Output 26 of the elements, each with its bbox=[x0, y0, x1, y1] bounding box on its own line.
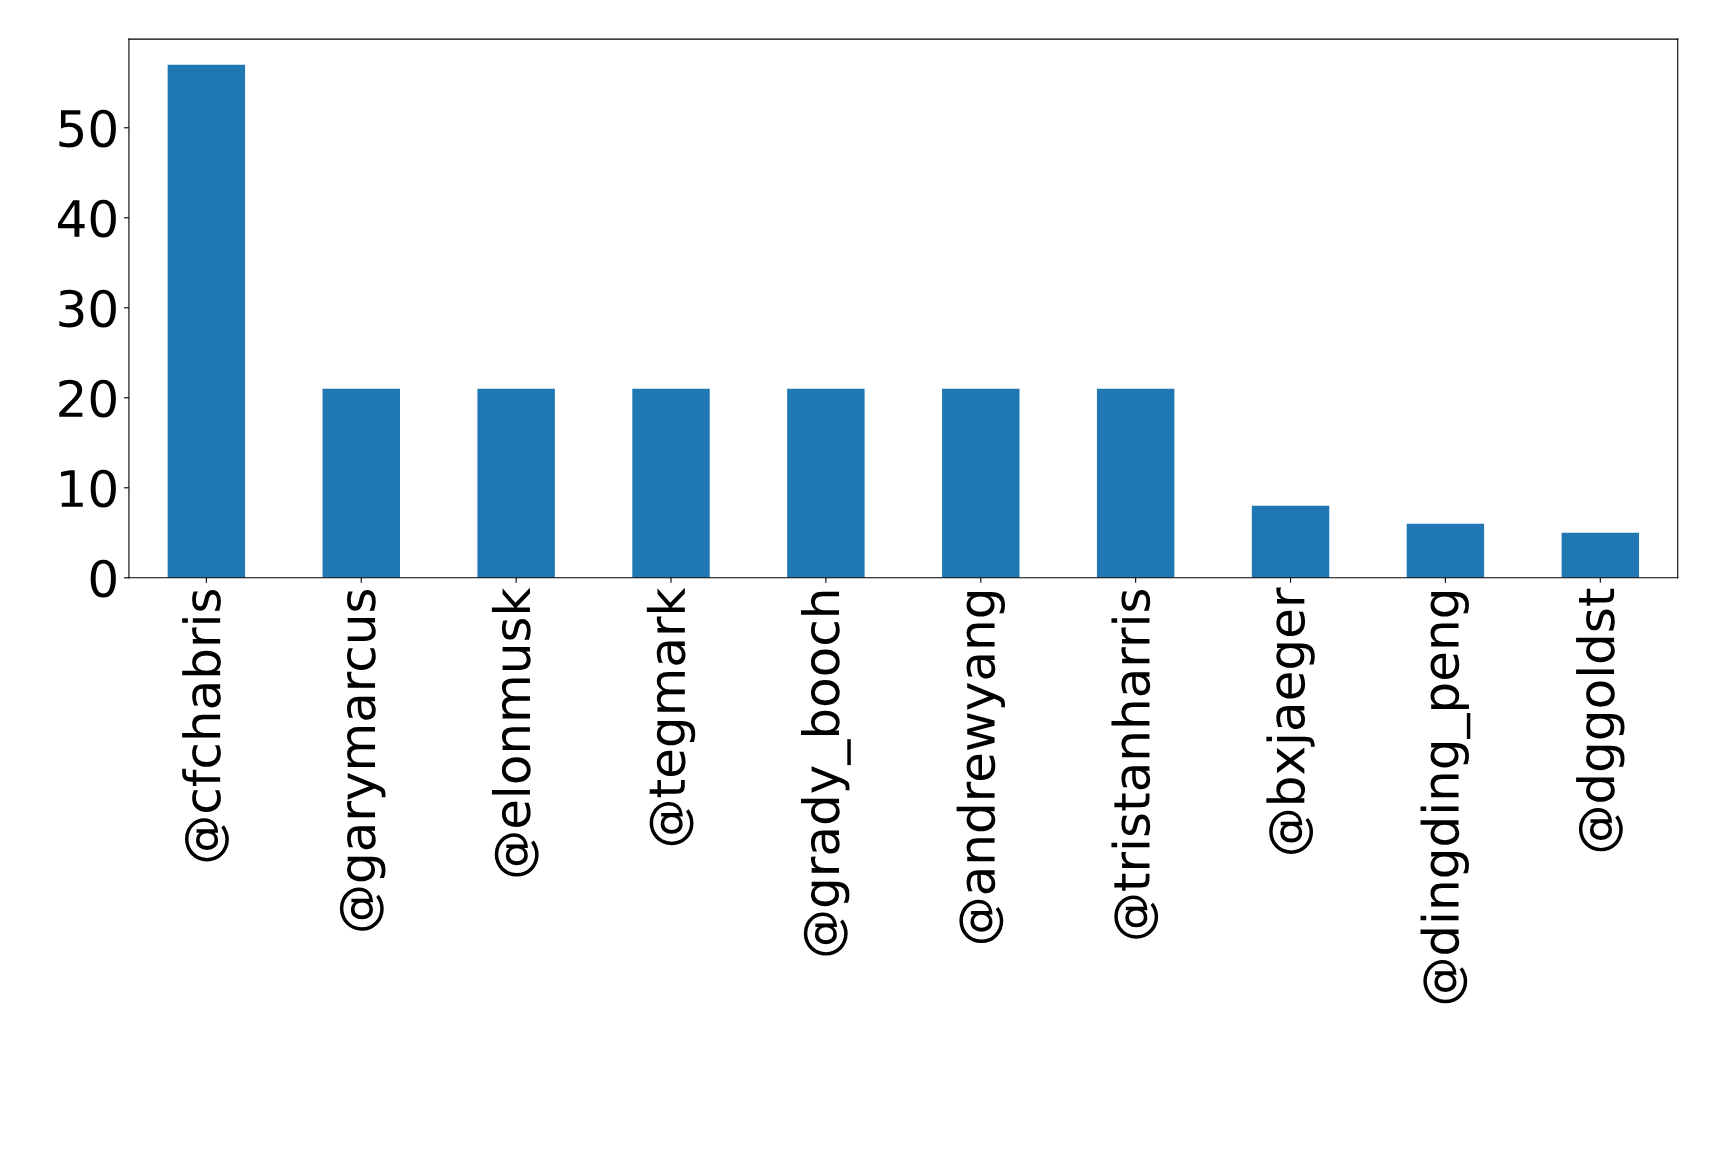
y-tick-label: 20 bbox=[59, 379, 116, 418]
x-tick-label: @grady_booch bbox=[801, 591, 851, 956]
y-tick-label: 50 bbox=[59, 109, 116, 148]
y-tick-label: 30 bbox=[59, 289, 116, 328]
bar bbox=[477, 388, 555, 578]
bar bbox=[1561, 532, 1640, 578]
x-tick-label: @elonmusk bbox=[491, 587, 539, 877]
bar bbox=[1406, 523, 1485, 578]
y-tick-label: 40 bbox=[58, 199, 116, 238]
bar bbox=[942, 388, 1020, 578]
x-tick-label: @bxjaeger bbox=[1266, 587, 1315, 854]
bar bbox=[632, 388, 710, 578]
x-tick-label: @dggoldst bbox=[1576, 588, 1625, 852]
bar bbox=[1096, 388, 1175, 578]
bar bbox=[787, 388, 865, 578]
bar bbox=[322, 388, 400, 578]
bar bbox=[1251, 505, 1330, 578]
y-tick-label: 10 bbox=[61, 469, 116, 508]
x-tick-label: @cfchabris bbox=[182, 589, 229, 862]
x-tick-label: @garymarcus bbox=[339, 589, 386, 931]
y-tick-label: 0 bbox=[90, 559, 116, 598]
bar bbox=[167, 64, 246, 578]
x-tick-label: @andrewyang bbox=[956, 592, 1005, 944]
x-tick-label: @tristanharris bbox=[1111, 589, 1159, 939]
x-tick-label: @tegmark bbox=[646, 587, 696, 846]
x-tick-label: @dingding_peng bbox=[1420, 592, 1471, 1004]
